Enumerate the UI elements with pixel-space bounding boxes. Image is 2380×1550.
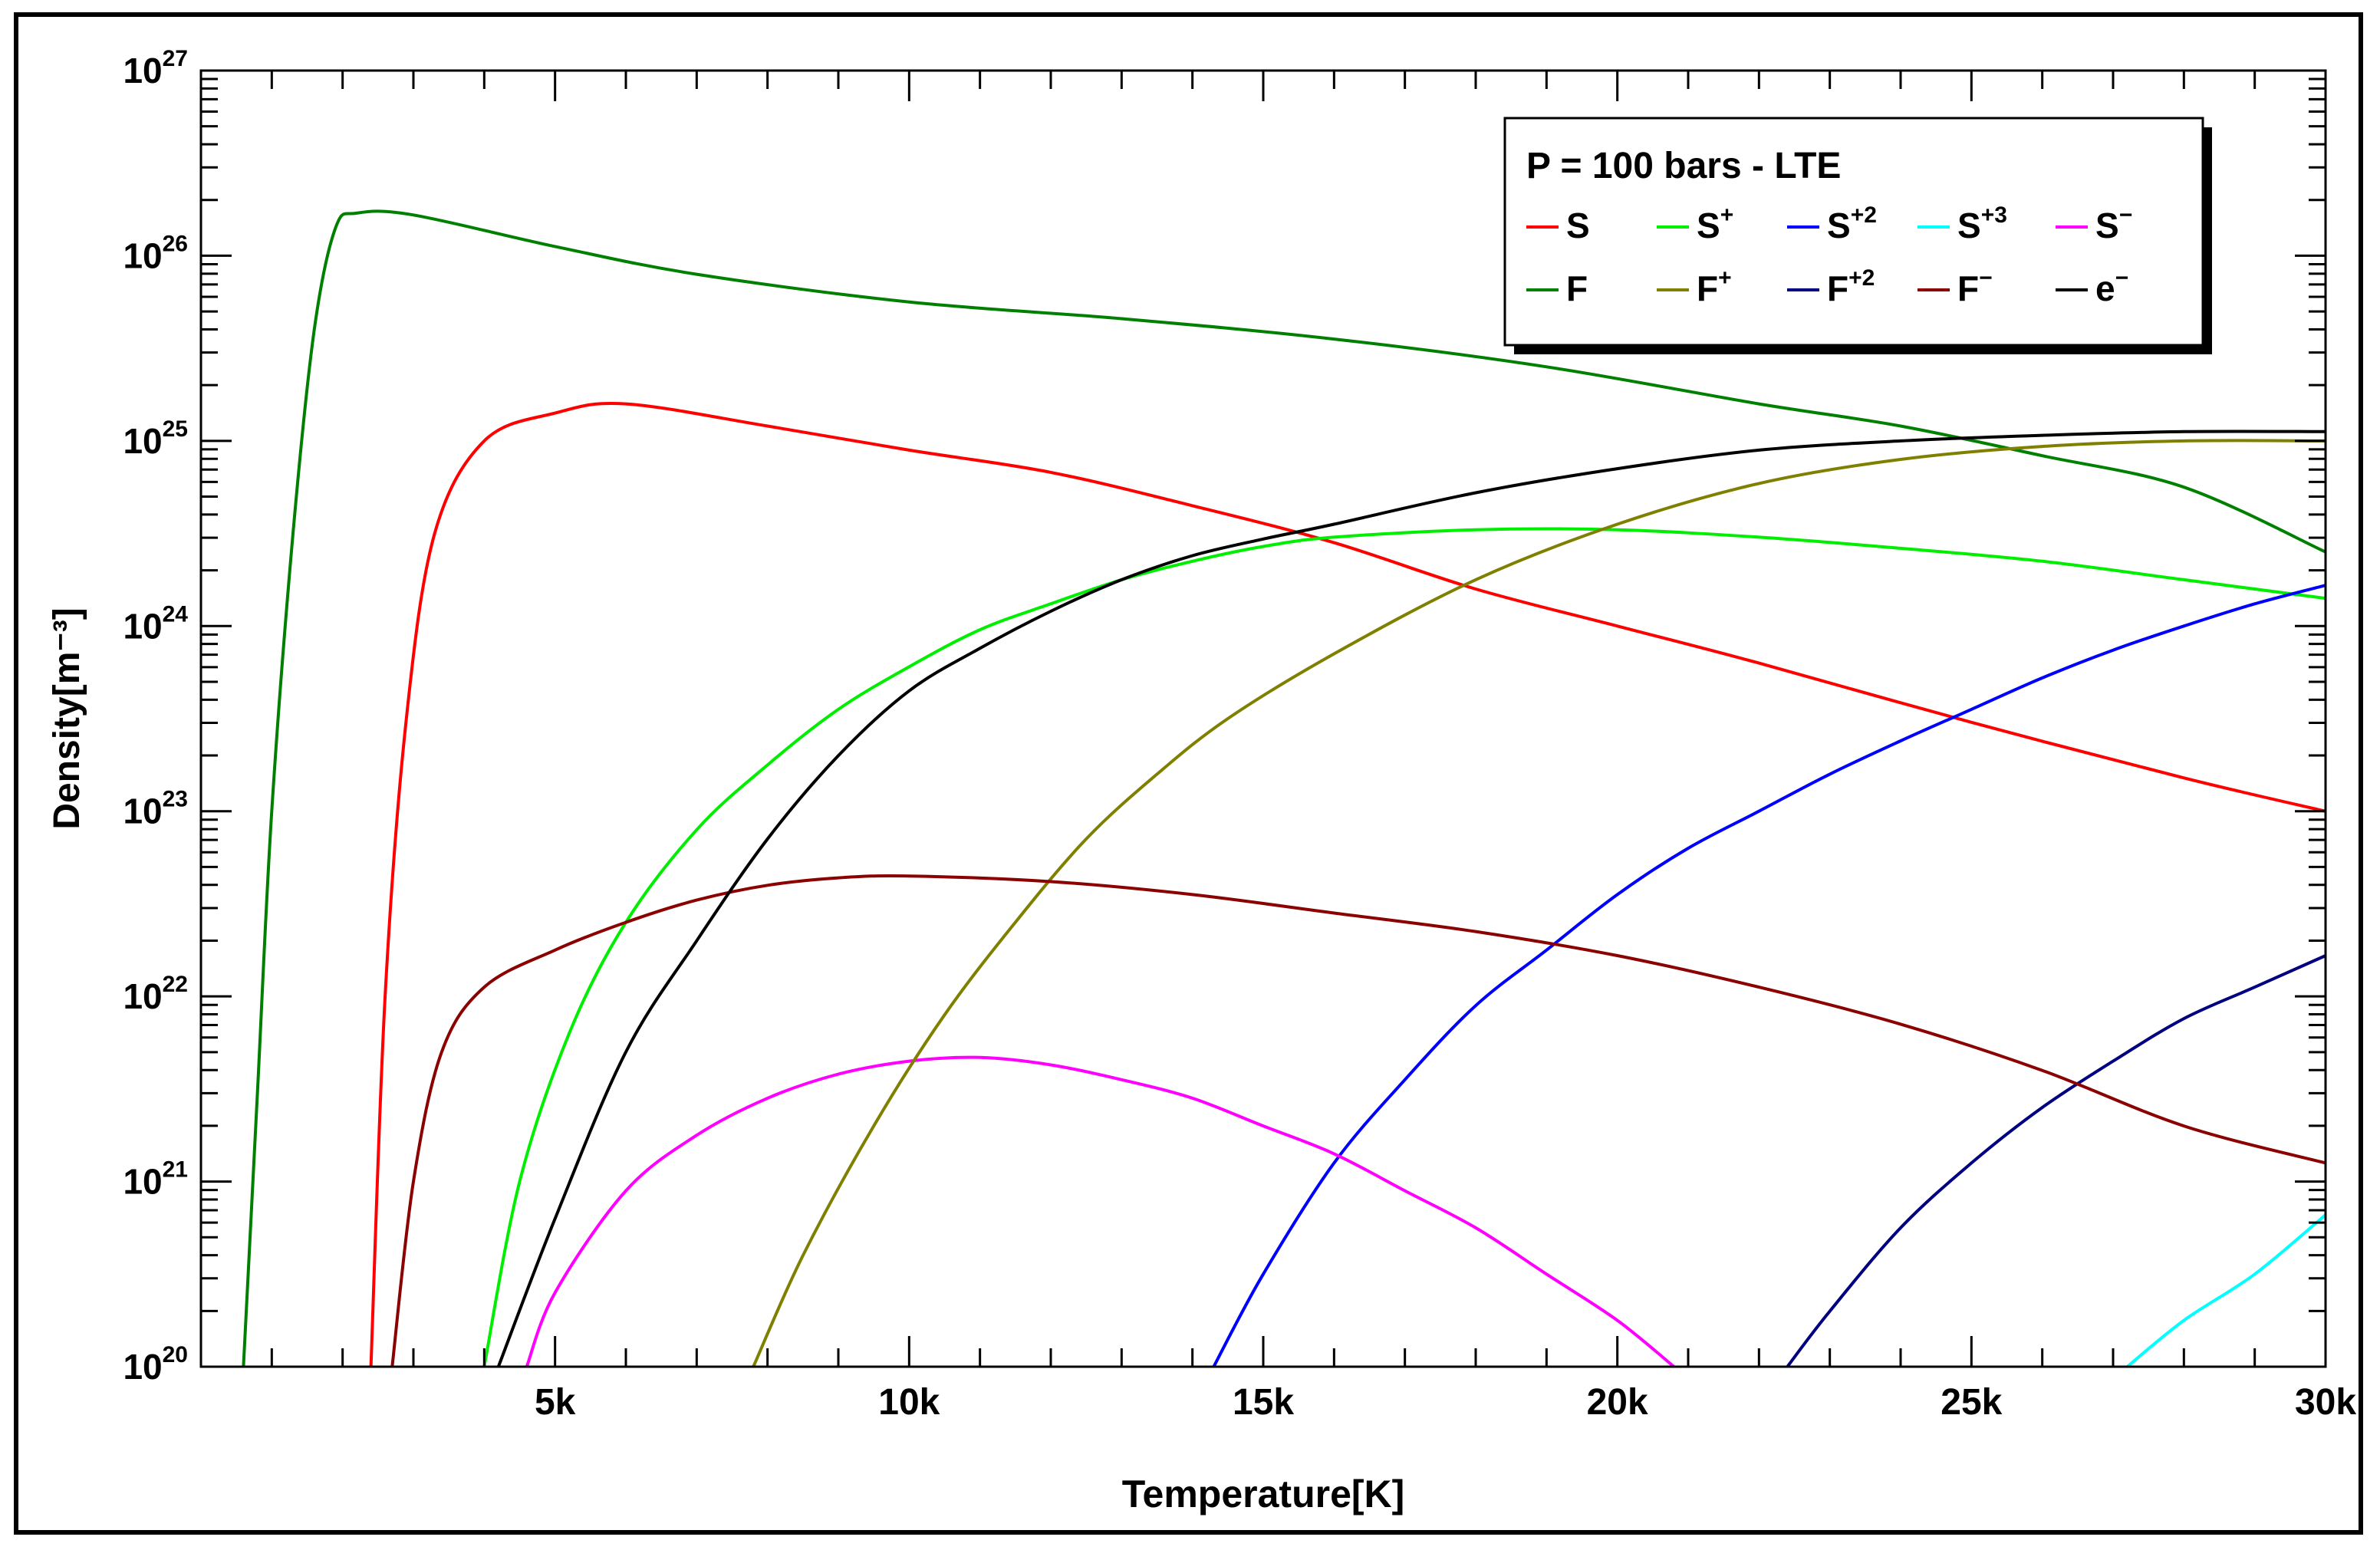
x-tick-label: 5k (535, 1382, 576, 1423)
x-tick-label: 25k (1941, 1382, 2002, 1423)
legend-label: F+2 (1827, 265, 1875, 308)
series-line-Splus2 (1212, 584, 2326, 1367)
series-line-eminus (496, 429, 2326, 1367)
legend-label: S− (2095, 202, 2132, 245)
x-tick-label: 15k (1233, 1382, 1294, 1423)
series-line-F (242, 209, 2326, 1367)
x-tick-label: 20k (1587, 1382, 1648, 1423)
series-line-Fplus2 (1786, 954, 2326, 1367)
legend-label: e− (2095, 265, 2128, 308)
legend-label: F− (1957, 265, 1993, 308)
y-tick-label: 1021 (123, 1157, 188, 1202)
series-line-Fplus (752, 439, 2326, 1367)
legend-items: S S+ S+2 S+3 S− F F+ F+2 F− e− (1526, 202, 2132, 308)
y-tick-label: 1022 (123, 972, 188, 1016)
y-tick-label: 1026 (123, 231, 188, 275)
y-tick-label: 1020 (123, 1342, 188, 1387)
legend: P = 100 bars - LTE S S+ S+2 S+3 S− F F+ F+2 F− e− (1503, 117, 2212, 354)
series-line-Splus (482, 527, 2326, 1367)
series-layer (242, 209, 2326, 1367)
y-tick-label: 1027 (123, 46, 188, 90)
legend-label: S+ (1697, 202, 1733, 245)
x-tick-label: 10k (878, 1382, 940, 1423)
y-tick-label: 1024 (123, 601, 188, 646)
series-line-Sminus (525, 1055, 1675, 1367)
x-axis-title: Temperature[K] (1122, 1473, 1405, 1515)
series-line-Splus3 (2126, 1213, 2326, 1367)
legend-box (1503, 117, 2204, 347)
legend-label: F (1566, 268, 1588, 308)
y-tick-label: 1023 (123, 787, 188, 831)
legend-label: S+2 (1827, 202, 1877, 245)
legend-label: S (1566, 206, 1590, 245)
y-axis-title: Density[m⁻³] (47, 607, 87, 829)
x-tick-label: 30k (2295, 1382, 2356, 1423)
tick-labels-layer: 5k 10k 15k 20k 25k 30k 1020 1021 1022 1023 1024 102… (123, 46, 2356, 1423)
legend-label: F+ (1697, 265, 1732, 308)
legend-title: P = 100 bars - LTE (1526, 146, 1841, 186)
y-tick-label: 1025 (123, 416, 188, 461)
series-line-Fminus (390, 874, 2326, 1367)
ticks-layer (201, 71, 2326, 1367)
legend-label: S+3 (1957, 202, 2007, 245)
series-line-S (369, 402, 2326, 1367)
